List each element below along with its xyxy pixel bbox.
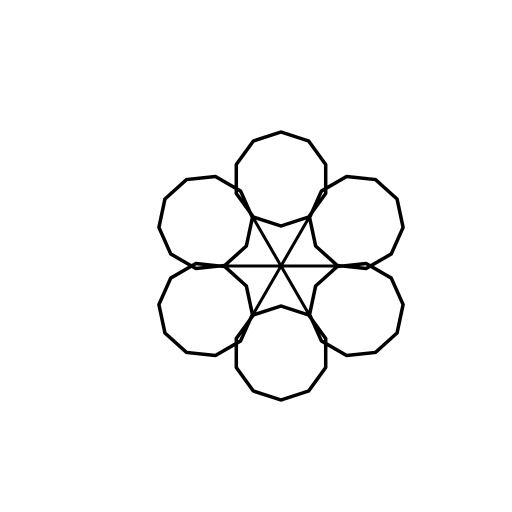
decagon-4 (234, 304, 328, 402)
decagon-6 (157, 174, 255, 271)
center-line-3 (248, 209, 314, 323)
decagon-1 (234, 130, 328, 228)
star-lines-group (216, 209, 346, 323)
decagon-5 (157, 261, 255, 358)
decagon-2 (307, 174, 405, 271)
decagon-group (157, 130, 405, 402)
decagon-3 (307, 261, 405, 358)
